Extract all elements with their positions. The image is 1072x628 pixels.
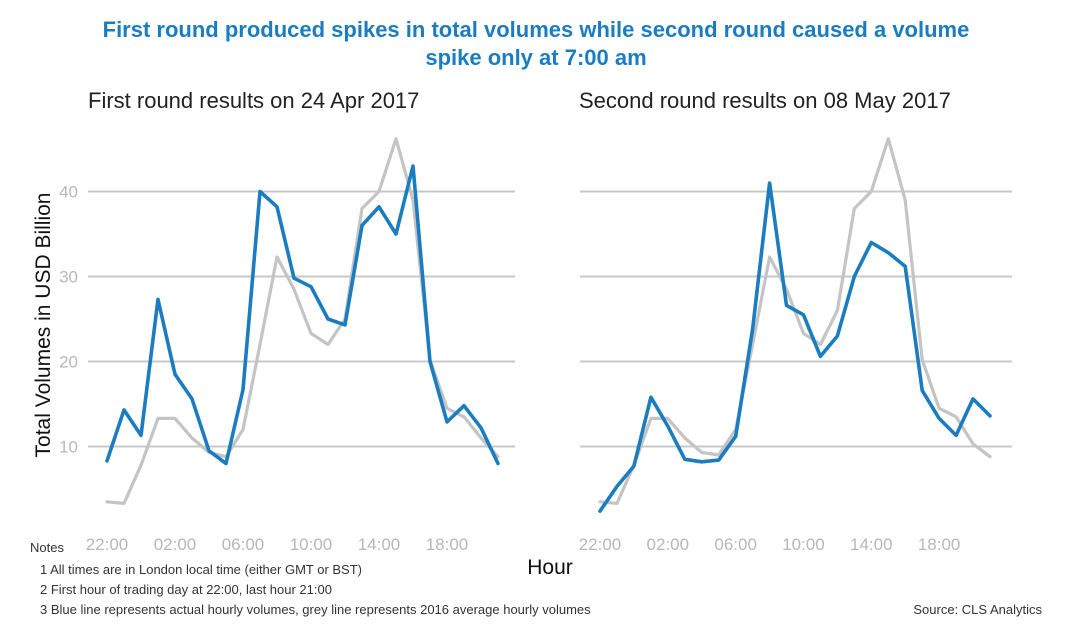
source-note: Source: CLS Analytics bbox=[913, 602, 1042, 617]
series-line-average-2016 bbox=[598, 137, 992, 505]
note-3: 3 Blue line represents actual hourly vol… bbox=[40, 602, 591, 617]
y-tick-label: 20 bbox=[59, 353, 78, 372]
series-line-actual bbox=[598, 181, 992, 513]
x-tick-label: 14:00 bbox=[850, 535, 893, 554]
x-tick-label: 22:00 bbox=[86, 535, 129, 554]
chart-title-line-1: First round produced spikes in total vol… bbox=[102, 17, 970, 42]
x-tick-label: 10:00 bbox=[290, 535, 333, 554]
notes-heading: Notes bbox=[30, 540, 64, 555]
y-tick-label: 40 bbox=[59, 183, 78, 202]
x-axis-label: Hour bbox=[527, 556, 573, 579]
y-tick-label: 10 bbox=[59, 438, 78, 457]
x-tick-label: 10:00 bbox=[782, 535, 825, 554]
x-tick-label: 06:00 bbox=[714, 535, 757, 554]
panel-first-round: 10 20 30 40 22:00 02:00 06:00 10:00 14:00 18:00 bbox=[59, 137, 515, 554]
series-line-actual bbox=[105, 164, 500, 466]
x-tick-label: 18:00 bbox=[426, 535, 469, 554]
y-axis-label: Total Volumes in USD Billion bbox=[32, 192, 55, 458]
chart-title: First round produced spikes in total vol… bbox=[20, 16, 1052, 72]
x-tick-label: 22:00 bbox=[579, 535, 622, 554]
x-tick-label: 18:00 bbox=[918, 535, 961, 554]
note-1: 1 All times are in London local time (ei… bbox=[40, 562, 362, 577]
x-tick-label: 14:00 bbox=[358, 535, 401, 554]
series-line-average-2016 bbox=[105, 137, 500, 505]
x-tick-label: 02:00 bbox=[154, 535, 197, 554]
note-2: 2 First hour of trading day at 22:00, la… bbox=[40, 582, 332, 597]
y-tick-label: 30 bbox=[59, 268, 78, 287]
panel-title-first-round: First round results on 24 Apr 2017 bbox=[88, 88, 420, 113]
panel-title-second-round: Second round results on 08 May 2017 bbox=[579, 88, 951, 113]
x-tick-label: 02:00 bbox=[647, 535, 690, 554]
panel-second-round: 22:00 02:00 06:00 10:00 14:00 18:00 bbox=[579, 137, 1012, 554]
chart-title-line-2: spike only at 7:00 am bbox=[425, 45, 647, 70]
x-tick-label: 06:00 bbox=[222, 535, 265, 554]
